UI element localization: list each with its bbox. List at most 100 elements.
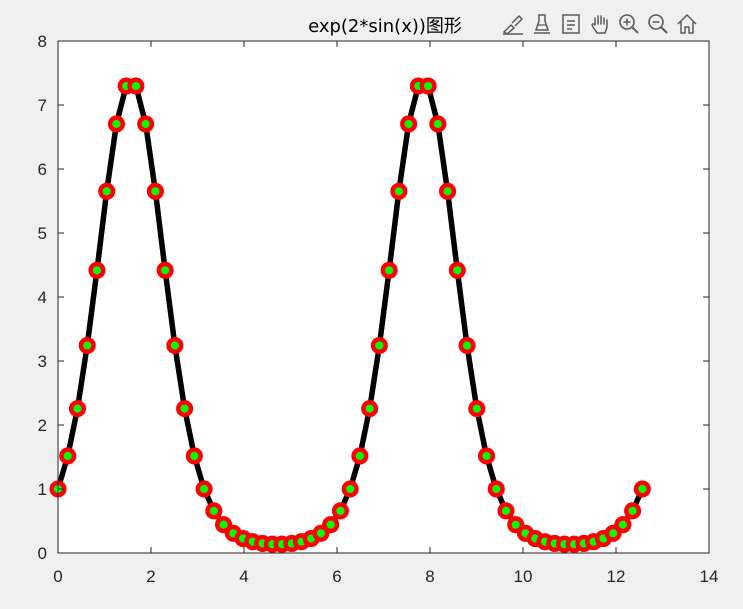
data-point-marker [614, 516, 632, 534]
data-point-marker [507, 516, 525, 534]
pan-icon [590, 15, 608, 34]
data-point [439, 182, 457, 200]
data-point [370, 336, 388, 355]
data-point [98, 182, 116, 200]
data-point-marker [633, 480, 651, 498]
data-point-marker [361, 400, 379, 418]
x-tick-label: 6 [332, 567, 341, 586]
data-point [458, 336, 476, 355]
data-point [341, 480, 359, 498]
x-tick-label: 0 [53, 567, 62, 586]
data-point [497, 502, 515, 520]
x-tick-label: 14 [700, 567, 719, 586]
data-point-marker [127, 77, 145, 95]
data-point [351, 447, 369, 465]
axes-toolbar [498, 8, 701, 40]
data-point [107, 115, 125, 133]
data-point-marker [88, 261, 106, 279]
zoom-in-button[interactable] [614, 9, 643, 39]
data-point-marker [166, 336, 184, 355]
pan-button[interactable] [585, 9, 614, 39]
data-point [507, 516, 525, 534]
data-point-marker [195, 480, 213, 498]
data-point-marker [458, 336, 476, 355]
data-point [477, 447, 496, 465]
x-tick-label: 2 [146, 567, 155, 586]
data-point-marker [146, 182, 164, 200]
data-point-marker [176, 400, 194, 418]
y-tick-label: 2 [38, 416, 47, 435]
data-point [176, 400, 194, 418]
data-point [487, 480, 505, 498]
data-point-marker [351, 447, 369, 465]
data-point [185, 447, 203, 465]
data-point [88, 261, 106, 279]
data-point-marker [604, 524, 622, 542]
data-point [195, 480, 213, 498]
data-point [400, 115, 418, 133]
brush-icon [502, 14, 523, 35]
data-point-marker [341, 480, 359, 498]
y-tick-label: 8 [38, 32, 47, 51]
data-point-marker [477, 447, 496, 465]
y-tick-label: 0 [38, 544, 47, 563]
data-point-marker [390, 182, 408, 200]
data-point-marker [624, 502, 642, 520]
data-tip-button[interactable] [527, 9, 556, 39]
data-point [205, 502, 223, 520]
data-point-marker [185, 447, 203, 465]
zoom-out-icon [647, 14, 668, 34]
data-point [390, 182, 408, 200]
data-point [59, 447, 77, 465]
zoom-out-button[interactable] [643, 9, 672, 39]
data-point-marker [312, 524, 330, 542]
home-icon [676, 14, 697, 34]
chart-title: exp(2*sin(x))图形 [308, 16, 462, 37]
data-point-marker [78, 336, 96, 355]
brush-button[interactable] [498, 9, 527, 39]
y-tick-label: 7 [38, 96, 47, 115]
data-point-marker [215, 516, 233, 534]
data-point-marker [156, 261, 174, 279]
data-point-marker [448, 261, 466, 279]
y-tick-label: 1 [38, 480, 47, 499]
data-point [331, 502, 349, 520]
data-point-marker [59, 447, 77, 465]
x-tick-label: 8 [425, 567, 434, 586]
data-point-marker [107, 115, 125, 133]
data-point [429, 115, 447, 133]
data-point [78, 336, 96, 355]
data-point-marker [419, 77, 437, 95]
data-point-marker [322, 516, 340, 534]
x-tick-label: 12 [607, 567, 626, 586]
data-point [166, 336, 184, 355]
data-point [468, 400, 486, 418]
y-tick-label: 6 [38, 160, 47, 179]
data-point-marker [439, 182, 457, 200]
data-point [624, 502, 642, 520]
data-point [68, 400, 87, 418]
data-layer [49, 77, 651, 553]
data-point [146, 182, 164, 200]
data-point-marker [429, 115, 447, 133]
data-point-marker [400, 115, 418, 133]
data-point [137, 115, 155, 133]
data-point [633, 480, 651, 498]
x-tick-label: 10 [514, 567, 533, 586]
data-point [604, 524, 622, 542]
data-point-marker [487, 480, 505, 498]
home-button[interactable] [672, 9, 701, 39]
legend-toggle-icon [561, 14, 580, 34]
x-tick-label: 4 [239, 567, 248, 586]
data-point-marker [370, 336, 388, 355]
zoom-in-icon [618, 14, 639, 34]
y-tick-label: 4 [38, 288, 47, 307]
legend-toggle-button[interactable] [556, 9, 585, 39]
data-point [380, 261, 398, 279]
data-point-marker [380, 261, 398, 279]
data-point [127, 77, 145, 95]
data-point-marker [497, 502, 515, 520]
data-point-marker [205, 502, 223, 520]
